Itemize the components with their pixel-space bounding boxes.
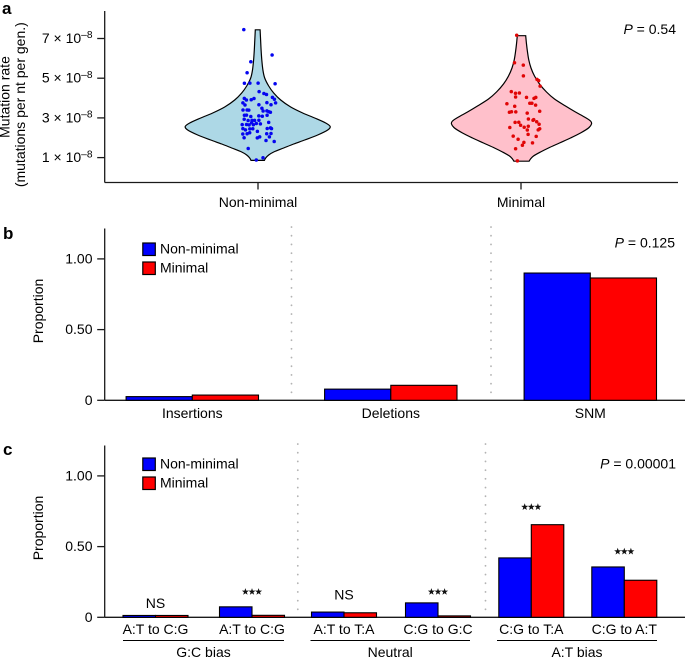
svg-text:1 × 10–8: 1 × 10–8 xyxy=(42,149,93,165)
svg-text:A:T bias: A:T bias xyxy=(551,644,602,660)
svg-text:0: 0 xyxy=(85,392,93,408)
svg-text:Insertions: Insertions xyxy=(162,405,223,421)
svg-text:C:G to A:T: C:G to A:T xyxy=(592,621,658,637)
svg-text:Proportion: Proportion xyxy=(30,279,46,344)
svg-text:P = 0.125: P = 0.125 xyxy=(615,235,676,251)
svg-text:a: a xyxy=(2,0,12,18)
svg-text:C:G to G:C: C:G to G:C xyxy=(403,621,472,637)
svg-text:1.00: 1.00 xyxy=(65,250,92,266)
svg-text:5 × 10–8: 5 × 10–8 xyxy=(42,70,93,86)
svg-text:Minimal: Minimal xyxy=(160,475,208,491)
svg-text:Minimal: Minimal xyxy=(497,194,545,210)
svg-text:c: c xyxy=(3,440,12,459)
svg-text:0.50: 0.50 xyxy=(65,538,92,554)
svg-text:0.50: 0.50 xyxy=(65,321,92,337)
svg-text:Non-minimal: Non-minimal xyxy=(219,194,298,210)
svg-text:Non-minimal: Non-minimal xyxy=(160,241,239,257)
svg-text:A:T to T:A: A:T to T:A xyxy=(314,621,376,637)
svg-text:Neutral: Neutral xyxy=(368,644,413,660)
svg-text:P = 0.00001: P = 0.00001 xyxy=(600,456,676,472)
svg-text:(mutations per nt per gen.): (mutations per nt per gen.) xyxy=(12,22,28,187)
svg-text:Proportion: Proportion xyxy=(30,496,46,561)
svg-text:G:C bias: G:C bias xyxy=(176,644,230,660)
svg-text:b: b xyxy=(3,224,13,243)
svg-text:A:T to C:G: A:T to C:G xyxy=(123,621,189,637)
svg-text:SNM: SNM xyxy=(575,405,606,421)
svg-text:Mutation rate: Mutation rate xyxy=(0,56,13,138)
svg-text:Minimal: Minimal xyxy=(160,260,208,276)
svg-text:P = 0.54: P = 0.54 xyxy=(623,21,676,37)
svg-text:A:T to C:G: A:T to C:G xyxy=(219,621,285,637)
svg-text:Non-minimal: Non-minimal xyxy=(160,456,239,472)
svg-text:NS: NS xyxy=(146,595,165,611)
svg-text:7 × 10–8: 7 × 10–8 xyxy=(42,30,93,46)
svg-text:3 × 10–8: 3 × 10–8 xyxy=(42,109,93,125)
svg-text:0: 0 xyxy=(85,609,93,625)
svg-text:1.00: 1.00 xyxy=(65,467,92,483)
svg-text:NS: NS xyxy=(334,587,353,603)
svg-text:Deletions: Deletions xyxy=(362,405,420,421)
svg-text:C:G to T:A: C:G to T:A xyxy=(499,621,564,637)
